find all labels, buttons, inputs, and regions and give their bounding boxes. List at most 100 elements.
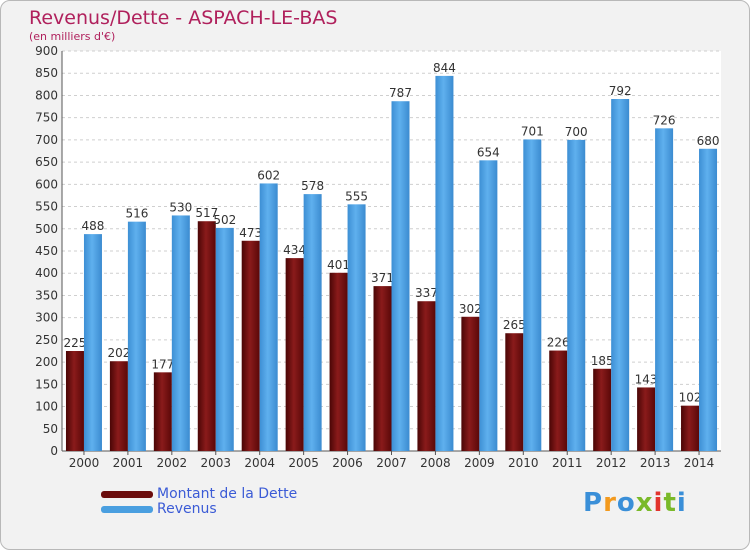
y-tick-label: 0 [50, 444, 58, 458]
x-tick-label: 2011 [552, 456, 583, 470]
bar-dette [109, 361, 128, 451]
bar-dette [241, 240, 260, 451]
y-tick-label: 450 [35, 244, 58, 258]
bar-dette [637, 387, 656, 451]
data-label-dette: 473 [239, 226, 262, 240]
bar-revenus [523, 139, 542, 451]
data-label-revenus: 578 [301, 179, 324, 193]
bar-revenus [567, 139, 586, 451]
bar-revenus [391, 101, 410, 451]
x-tick-label: 2002 [157, 456, 188, 470]
bar-dette [417, 301, 436, 451]
y-tick-label: 350 [35, 288, 58, 302]
x-tick-label: 2004 [244, 456, 275, 470]
y-tick-label: 900 [35, 44, 58, 58]
data-label-revenus: 502 [213, 213, 236, 227]
bar-dette [153, 372, 172, 451]
data-label-dette: 517 [195, 206, 218, 220]
bar-revenus [347, 204, 366, 451]
y-tick-label: 550 [35, 200, 58, 214]
bar-revenus [127, 221, 146, 451]
y-tick-label: 650 [35, 155, 58, 169]
data-label-dette: 202 [107, 346, 130, 360]
data-label-dette: 302 [459, 302, 482, 316]
y-tick-label: 50 [43, 422, 58, 436]
x-tick-label: 2000 [69, 456, 100, 470]
legend-label-dette: Montant de la Dette [157, 486, 298, 502]
y-tick-label: 200 [35, 355, 58, 369]
bar-revenus [171, 215, 190, 451]
y-tick-label: 400 [35, 266, 58, 280]
x-tick-label: 2014 [684, 456, 715, 470]
data-label-dette: 102 [679, 391, 702, 405]
data-label-dette: 225 [64, 336, 87, 350]
data-label-revenus: 654 [477, 145, 500, 159]
data-label-revenus: 516 [125, 207, 148, 221]
data-label-revenus: 680 [697, 134, 720, 148]
x-tick-label: 2010 [508, 456, 539, 470]
legend-swatch-dette [101, 491, 153, 498]
data-label-revenus: 792 [609, 84, 632, 98]
x-tick-label: 2012 [596, 456, 627, 470]
bar-revenus [303, 194, 322, 451]
chart-title: Revenus/Dette - ASPACH-LE-BAS [29, 7, 338, 29]
y-tick-label: 850 [35, 66, 58, 80]
x-tick-label: 2007 [376, 456, 407, 470]
x-tick-label: 2013 [640, 456, 671, 470]
proxiti-logo: Proxiti [583, 488, 687, 518]
x-tick-label: 2008 [420, 456, 451, 470]
logo-letter: r [603, 488, 617, 518]
data-label-dette: 177 [151, 357, 174, 371]
bar-revenus [699, 148, 718, 451]
data-label-dette: 371 [371, 271, 394, 285]
x-tick-label: 2001 [113, 456, 144, 470]
data-label-revenus: 844 [433, 61, 456, 75]
x-tick-label: 2005 [288, 456, 319, 470]
data-label-dette: 265 [503, 318, 526, 332]
bar-dette [461, 316, 480, 451]
y-tick-label: 750 [35, 111, 58, 125]
bar-revenus [259, 183, 278, 451]
bar-revenus [83, 234, 102, 451]
data-label-dette: 337 [415, 286, 438, 300]
bar-dette [593, 368, 612, 451]
bar-dette [549, 350, 568, 451]
bar-dette [285, 258, 304, 451]
bar-dette [681, 405, 700, 451]
bar-dette [65, 351, 84, 451]
y-tick-label: 100 [35, 400, 58, 414]
data-label-dette: 401 [327, 258, 350, 272]
y-tick-label: 250 [35, 333, 58, 347]
data-label-revenus: 701 [521, 124, 544, 138]
logo-letter: o [616, 488, 636, 518]
bar-dette [373, 286, 392, 451]
legend-label-revenus: Revenus [157, 501, 217, 517]
x-tick-label: 2006 [332, 456, 363, 470]
bar-revenus [435, 75, 454, 451]
data-label-revenus: 530 [169, 200, 192, 214]
data-label-revenus: 488 [82, 219, 105, 233]
bar-revenus [215, 227, 234, 451]
y-tick-label: 600 [35, 177, 58, 191]
logo-letter: P [583, 488, 604, 518]
bar-revenus [479, 160, 498, 452]
y-tick-label: 300 [35, 311, 58, 325]
logo-letter: t [663, 488, 677, 518]
bar-revenus [655, 128, 674, 451]
x-tick-label: 2009 [464, 456, 495, 470]
data-label-dette: 143 [635, 372, 658, 386]
data-label-revenus: 602 [257, 168, 280, 182]
data-label-dette: 185 [591, 354, 614, 368]
data-label-dette: 434 [283, 243, 306, 257]
bar-dette [197, 221, 216, 451]
data-label-revenus: 555 [345, 189, 368, 203]
data-label-revenus: 726 [653, 113, 676, 127]
bar-dette [329, 272, 348, 451]
chart-subtitle: (en milliers d'€) [29, 30, 116, 43]
y-tick-label: 700 [35, 133, 58, 147]
logo-letter: x [635, 488, 654, 518]
bar-revenus [611, 99, 630, 451]
bar-dette [505, 333, 524, 451]
